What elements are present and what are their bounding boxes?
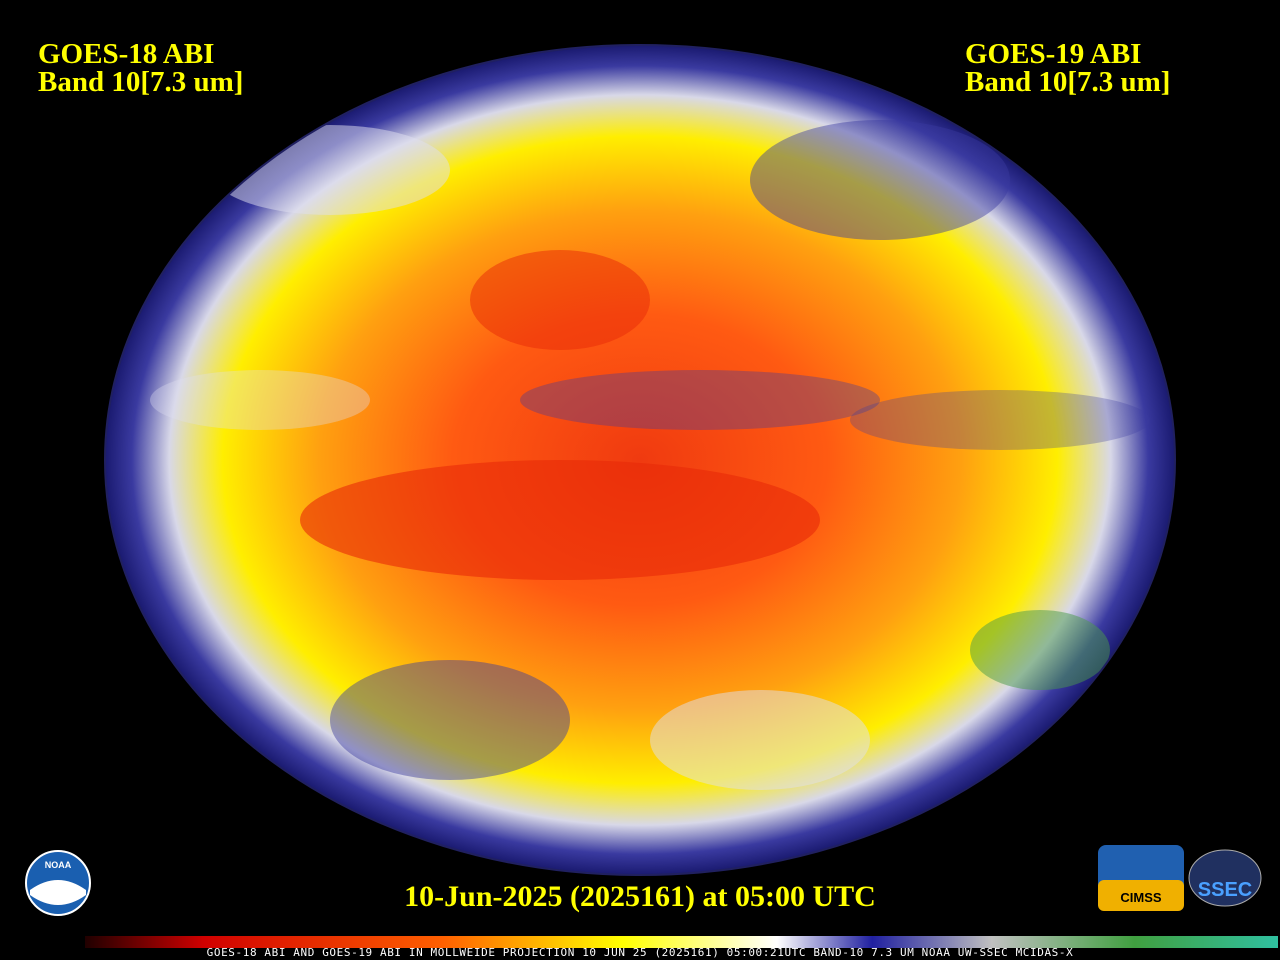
color-bar	[85, 936, 1278, 948]
caption: 10-Jun-2025 (2025161) at 05:00 UTC	[404, 880, 876, 913]
noaa-logo: NOAA	[25, 850, 91, 916]
ssec-logo: SSEC	[1188, 849, 1262, 907]
ssec-label: SSEC	[1198, 879, 1252, 901]
noaa-label: NOAA	[45, 860, 72, 870]
left-band: Band 10[7.3 um]	[38, 66, 243, 98]
globe-edge	[104, 44, 1176, 876]
right-title: GOES-19 ABI	[965, 38, 1141, 70]
globe	[105, 45, 1175, 875]
footer-strip: GOES-18 ABI AND GOES-19 ABI IN MOLLWEIDE…	[207, 946, 1074, 959]
cloud-features	[150, 120, 1150, 790]
cimss-logo: CIMSS	[1098, 845, 1184, 911]
cimss-label: CIMSS	[1120, 890, 1162, 905]
left-title: GOES-18 ABI	[38, 38, 214, 70]
right-band: Band 10[7.3 um]	[965, 66, 1170, 98]
